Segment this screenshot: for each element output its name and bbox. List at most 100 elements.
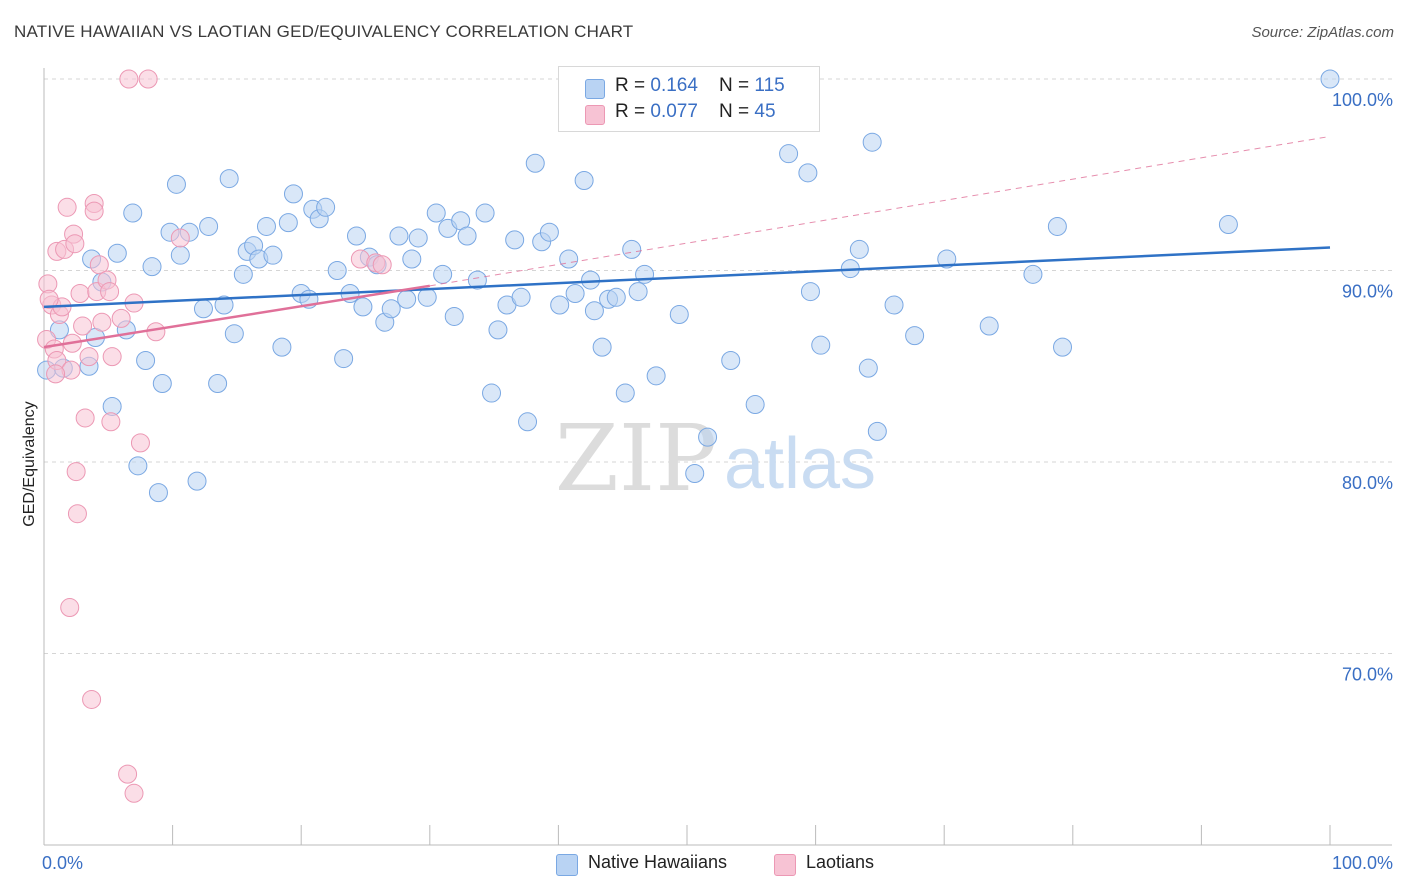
native-hawaiians-point <box>539 222 559 242</box>
native-hawaiians-point <box>979 316 999 336</box>
native-hawaiians-point <box>208 373 228 393</box>
laotians-point <box>101 412 121 432</box>
native-hawaiians-point <box>565 283 585 303</box>
native-hawaiians-point <box>1023 264 1043 284</box>
native-hawaiians-point <box>389 226 409 246</box>
native-hawaiians-point <box>581 270 601 290</box>
native-hawaiians-point <box>1053 337 1073 357</box>
correlation-legend: R = 0.164 N = 115 R = 0.077 N = 45 <box>558 66 820 132</box>
native-hawaiians-point <box>402 249 422 269</box>
legend-swatch-blue <box>556 854 578 876</box>
y-tick-label: 100.0% <box>1332 90 1393 110</box>
x-tick-label: 0.0% <box>42 853 83 873</box>
native-hawaiians-point <box>426 203 446 223</box>
native-hawaiians-point <box>905 326 925 346</box>
grid-lines <box>44 78 1392 654</box>
native-hawaiians-point <box>381 299 401 319</box>
laotians-trend-line-extension <box>429 135 1331 287</box>
legend-r-value: 0.077 <box>650 101 698 122</box>
laotians-point <box>89 255 109 275</box>
laotians-point <box>119 69 139 89</box>
native-hawaiians-point <box>862 132 882 152</box>
laotians-point <box>124 783 144 803</box>
native-hawaiians-point <box>798 163 818 183</box>
laotians-point <box>66 462 86 482</box>
native-hawaiians-point <box>518 412 538 432</box>
native-hawaiians-point <box>628 282 648 302</box>
native-hawaiians-point <box>606 287 626 307</box>
native-hawaiians-point <box>170 245 190 265</box>
laotians-point <box>46 364 66 384</box>
laotians-point <box>100 282 120 302</box>
native-hawaiians-point <box>256 216 276 236</box>
native-hawaiians-point <box>233 264 253 284</box>
legend-r-label: R = <box>615 101 651 122</box>
laotians-point <box>92 312 112 332</box>
native-hawaiians-point <box>884 295 904 315</box>
legend-r-value: 0.164 <box>650 75 698 96</box>
native-hawaiians-point <box>1218 215 1238 235</box>
legend-n-label: N = <box>719 75 755 96</box>
native-hawaiians-point <box>136 351 156 371</box>
laotians-point <box>82 689 102 709</box>
native-hawaiians-point <box>559 249 579 269</box>
native-hawaiians-point <box>475 203 495 223</box>
native-hawaiians-point <box>505 230 525 250</box>
native-hawaiians-point <box>511 287 531 307</box>
watermark-atlas: atlas <box>724 424 876 504</box>
laotians-point <box>79 347 99 367</box>
native-hawaiians-point <box>574 170 594 190</box>
native-hawaiians-point <box>327 261 347 280</box>
trend-lines <box>43 135 1331 349</box>
native-hawaiians-point <box>457 226 477 246</box>
laotians-point <box>65 234 85 254</box>
native-hawaiians-point <box>622 239 642 259</box>
native-hawaiians-point <box>128 456 148 476</box>
laotians-point <box>146 322 166 342</box>
native-hawaiians-trend-line <box>43 246 1331 309</box>
native-hawaiians-point <box>148 483 168 503</box>
native-hawaiians-point <box>272 337 292 357</box>
native-hawaiians-point <box>937 249 957 269</box>
native-hawaiians-point <box>346 226 366 246</box>
laotians-point <box>73 316 93 336</box>
legend-r-label: R = <box>615 75 651 96</box>
y-tick-label: 80.0% <box>1342 473 1393 493</box>
native-hawaiians-point <box>214 295 234 315</box>
native-hawaiians-points <box>37 69 1340 503</box>
tick-labels: 100.0% 90.0% 80.0% 70.0% 0.0% 100.0% <box>42 90 1393 873</box>
laotians-point <box>170 228 190 248</box>
laotians-point <box>84 201 104 221</box>
legend-n-value: 115 <box>754 75 785 96</box>
laotians-point <box>130 433 150 453</box>
native-hawaiians-point <box>433 264 453 284</box>
laotians-point <box>57 197 77 217</box>
native-hawaiians-point <box>698 427 718 447</box>
native-hawaiians-point <box>166 174 186 194</box>
native-hawaiians-point <box>467 270 487 290</box>
native-hawaiians-point <box>107 243 127 263</box>
native-hawaiians-point <box>199 216 219 236</box>
native-hawaiians-point <box>353 297 373 317</box>
source-label: Source: ZipAtlas.com <box>1251 24 1394 41</box>
native-hawaiians-point <box>849 239 869 259</box>
watermark-zip: ZIP <box>555 405 717 512</box>
laotians-points <box>37 69 392 803</box>
x-tick-label: 100.0% <box>1332 853 1393 873</box>
native-hawaiians-point <box>779 144 799 164</box>
legend-swatch-pink <box>774 854 796 876</box>
native-hawaiians-point <box>615 383 635 403</box>
native-hawaiians-point <box>263 245 283 265</box>
native-hawaiians-point <box>444 306 464 326</box>
legend-label-laotians: Laotians <box>806 852 875 872</box>
native-hawaiians-point <box>800 282 820 302</box>
native-hawaiians-point <box>1047 216 1067 236</box>
laotians-point <box>118 764 138 784</box>
native-hawaiians-point <box>867 421 887 441</box>
native-hawaiians-point <box>193 299 213 319</box>
native-hawaiians-point <box>187 471 207 491</box>
native-hawaiians-point <box>1320 69 1340 89</box>
native-hawaiians-point <box>685 463 705 483</box>
native-hawaiians-point <box>316 197 336 217</box>
